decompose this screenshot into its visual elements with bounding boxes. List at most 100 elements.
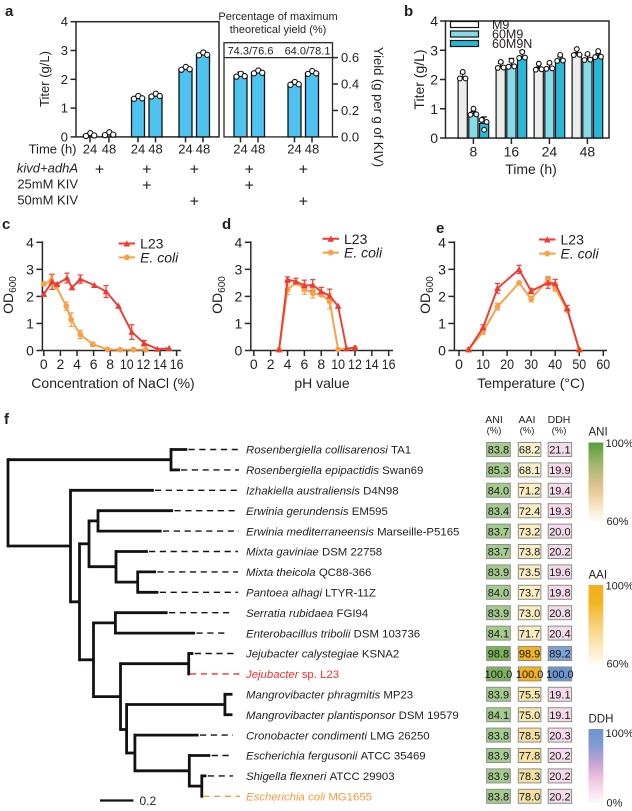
svg-text:3: 3 xyxy=(438,261,446,277)
svg-text:e: e xyxy=(436,220,444,237)
svg-text:50: 50 xyxy=(572,356,586,372)
svg-text:48: 48 xyxy=(305,142,319,157)
svg-text:Rosenbergiella collisarenosi T: Rosenbergiella collisarenosi TA1 xyxy=(246,445,411,457)
svg-text:2: 2 xyxy=(267,356,275,372)
svg-text:kivd+adhA: kivd+adhA xyxy=(17,161,78,176)
svg-text:0%: 0% xyxy=(607,798,623,810)
svg-text:73.2: 73.2 xyxy=(519,526,540,538)
svg-text:24: 24 xyxy=(178,142,192,157)
svg-text:74.3/76.6: 74.3/76.6 xyxy=(228,46,274,58)
svg-text:19.8: 19.8 xyxy=(549,588,570,600)
svg-text:0: 0 xyxy=(40,356,48,372)
svg-text:2: 2 xyxy=(235,288,243,304)
svg-text:ANI: ANI xyxy=(485,414,503,426)
svg-text:19.6: 19.6 xyxy=(549,567,570,579)
svg-text:3: 3 xyxy=(235,261,243,277)
svg-text:Cronobacter condimenti LMG 262: Cronobacter condimenti LMG 26250 xyxy=(246,730,430,742)
svg-text:0: 0 xyxy=(430,130,438,146)
svg-text:+: + xyxy=(95,162,104,179)
svg-text:4: 4 xyxy=(284,356,292,372)
svg-text:0: 0 xyxy=(250,356,258,372)
svg-text:4: 4 xyxy=(430,13,438,29)
svg-text:75.5: 75.5 xyxy=(519,690,540,702)
svg-text:20.2: 20.2 xyxy=(549,547,570,559)
svg-text:71.2: 71.2 xyxy=(519,486,540,498)
svg-text:0.2: 0.2 xyxy=(140,794,157,808)
svg-text:72.4: 72.4 xyxy=(519,506,540,518)
svg-text:83.9: 83.9 xyxy=(488,608,509,620)
svg-text:84.0: 84.0 xyxy=(488,588,509,600)
svg-text:Jejubacter calystegiae KSNA2: Jejubacter calystegiae KSNA2 xyxy=(245,649,399,661)
svg-text:M9: M9 xyxy=(492,18,509,32)
svg-text:E. coli: E. coli xyxy=(344,245,383,261)
svg-text:f: f xyxy=(4,411,10,428)
svg-text:Escherichia fergusonii ATCC 35: Escherichia fergusonii ATCC 35469 xyxy=(246,751,426,763)
svg-text:0.4: 0.4 xyxy=(341,77,359,92)
svg-text:84.1: 84.1 xyxy=(488,628,509,640)
svg-text:Concentration of NaCl (%): Concentration of NaCl (%) xyxy=(31,375,194,391)
svg-text:0.6: 0.6 xyxy=(341,50,359,65)
svg-text:ANI: ANI xyxy=(589,427,608,439)
svg-text:2: 2 xyxy=(438,288,446,304)
svg-text:0: 0 xyxy=(61,129,68,144)
svg-text:100.0: 100.0 xyxy=(485,669,513,681)
svg-text:+: + xyxy=(142,178,151,195)
svg-text:AAI: AAI xyxy=(519,414,536,426)
svg-text:19.1: 19.1 xyxy=(549,710,570,722)
svg-text:40: 40 xyxy=(548,356,562,372)
svg-text:DDH: DDH xyxy=(589,714,614,726)
svg-text:d: d xyxy=(222,216,231,233)
svg-text:+: + xyxy=(142,162,151,179)
svg-text:24: 24 xyxy=(131,142,145,157)
svg-text:DDH: DDH xyxy=(548,414,571,426)
svg-text:48: 48 xyxy=(102,142,116,157)
svg-text:19.1: 19.1 xyxy=(549,690,570,702)
svg-text:3: 3 xyxy=(26,261,34,277)
svg-text:a: a xyxy=(5,3,14,20)
svg-text:50mM KIV: 50mM KIV xyxy=(17,193,78,208)
svg-text:83.7: 83.7 xyxy=(488,547,509,559)
svg-text:Escherichia coli MG1655: Escherichia coli MG1655 xyxy=(246,792,372,804)
svg-text:21.1: 21.1 xyxy=(549,445,570,457)
svg-text:theoretical yield (%): theoretical yield (%) xyxy=(230,24,327,36)
svg-text:AAI: AAI xyxy=(589,570,608,582)
svg-text:48: 48 xyxy=(196,142,210,157)
svg-text:25mM KIV: 25mM KIV xyxy=(17,177,78,192)
svg-text:6: 6 xyxy=(300,356,308,372)
svg-text:60%: 60% xyxy=(607,516,629,528)
svg-text:78.3: 78.3 xyxy=(519,771,540,783)
svg-text:8: 8 xyxy=(470,144,478,160)
svg-text:48: 48 xyxy=(251,142,265,157)
svg-text:E. coli: E. coli xyxy=(140,249,179,265)
svg-text:83.9: 83.9 xyxy=(488,690,509,702)
svg-text:Enterobacillus tribolii DSM 10: Enterobacillus tribolii DSM 103736 xyxy=(246,628,420,640)
svg-text:2: 2 xyxy=(430,72,438,88)
svg-text:+: + xyxy=(299,162,308,179)
svg-text:0: 0 xyxy=(438,343,446,359)
svg-text:Erwinia gerundensis EM595: Erwinia gerundensis EM595 xyxy=(246,506,388,518)
svg-text:0.2: 0.2 xyxy=(341,103,359,118)
svg-text:83.8: 83.8 xyxy=(488,445,509,457)
svg-text:4: 4 xyxy=(73,356,81,372)
svg-text:4: 4 xyxy=(235,234,243,250)
svg-text:0.0: 0.0 xyxy=(341,129,359,144)
svg-text:1: 1 xyxy=(26,315,34,331)
svg-text:71.7: 71.7 xyxy=(519,628,540,640)
svg-text:78.5: 78.5 xyxy=(519,730,540,742)
svg-text:12: 12 xyxy=(348,356,362,372)
svg-text:30: 30 xyxy=(524,356,538,372)
svg-text:20.0: 20.0 xyxy=(549,526,570,538)
svg-text:14: 14 xyxy=(153,356,167,372)
svg-text:Erwinia mediterraneensis Marse: Erwinia mediterraneensis Marseille-P5165 xyxy=(246,526,459,538)
svg-text:73.8: 73.8 xyxy=(519,547,540,559)
svg-text:1: 1 xyxy=(61,101,68,116)
svg-text:100.0: 100.0 xyxy=(546,669,574,681)
svg-text:10: 10 xyxy=(331,356,345,372)
svg-text:24: 24 xyxy=(542,144,558,160)
svg-text:+: + xyxy=(190,194,199,211)
svg-text:1: 1 xyxy=(438,315,446,331)
svg-text:89.2: 89.2 xyxy=(549,649,570,661)
svg-text:19.3: 19.3 xyxy=(549,506,570,518)
svg-text:84.1: 84.1 xyxy=(488,710,509,722)
svg-text:12: 12 xyxy=(137,356,151,372)
